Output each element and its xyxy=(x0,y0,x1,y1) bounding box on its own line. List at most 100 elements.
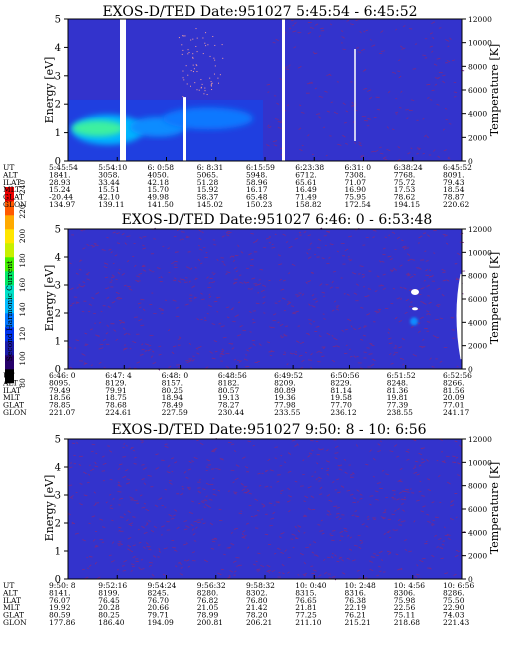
table-cell: 18.75 xyxy=(105,393,127,402)
table-cell: 8157. xyxy=(162,378,183,387)
y-tick-label: 3 xyxy=(55,71,61,82)
panel-title: EXOS-D/TED Date:951027 9:50: 8 - 10: 6:5… xyxy=(111,422,426,438)
table-cell: 221.07 xyxy=(49,408,75,417)
table-cell: 139.11 xyxy=(98,200,124,209)
table-cell: 15.24 xyxy=(49,185,71,194)
table-cell: 186.40 xyxy=(98,618,124,627)
table-cell: 241.17 xyxy=(443,408,469,417)
y2-axis-label: Temperature [K] xyxy=(488,44,501,136)
table-cell: 172.54 xyxy=(345,200,371,209)
y-tick-label: 4 xyxy=(55,253,61,264)
table-cell: 177.86 xyxy=(49,618,75,627)
table-cell: 134.97 xyxy=(49,200,75,209)
table-cell: 80.59 xyxy=(49,611,71,620)
table-cell: 19.58 xyxy=(330,393,352,402)
data-gap xyxy=(120,19,126,161)
colorbar-tick-label: 220 xyxy=(18,204,27,219)
table-cell: 80.57 xyxy=(218,386,240,395)
table-cell: 4050. xyxy=(148,170,169,179)
colorbar-block xyxy=(5,355,14,370)
panel-title: EXOS-D/TED Date:951027 6:46: 0 - 6:53:48 xyxy=(122,212,433,228)
table-cell: 78.99 xyxy=(197,611,219,620)
table-cell: 8129. xyxy=(105,378,126,387)
table-cell: 76.21 xyxy=(345,611,366,620)
noise-speckle xyxy=(67,438,466,581)
table-cell: 76.65 xyxy=(295,596,317,605)
table-cell: 76.38 xyxy=(345,596,367,605)
y2-tick-label: 0 xyxy=(468,157,473,166)
table-cell: 3058. xyxy=(98,170,119,179)
table-cell: 76.70 xyxy=(148,596,170,605)
table-cell: 65.61 xyxy=(295,178,316,187)
table-cell: 158.82 xyxy=(295,200,321,209)
row-label: UT xyxy=(3,163,14,172)
y2-tick-label: 6000 xyxy=(468,505,487,514)
row-label: ALT xyxy=(2,588,18,597)
table-cell: 8280. xyxy=(197,588,218,597)
colorbar-block xyxy=(5,243,14,258)
y-axis-label: Energy [eV] xyxy=(43,475,56,542)
table-cell: 8141. xyxy=(49,588,70,597)
table-cell: 15.70 xyxy=(148,185,170,194)
table-cell: 58.96 xyxy=(246,178,268,187)
table-cell: 78.68 xyxy=(105,401,127,410)
colorbar-tick-label: 120 xyxy=(18,327,27,342)
y2-tick-label: 8000 xyxy=(468,272,487,281)
table-cell: 8286. xyxy=(443,588,464,597)
table-cell: 9:54:24 xyxy=(148,581,177,590)
colorbar-tick-label: 180 xyxy=(18,253,27,268)
table-cell: 6:46: 0 xyxy=(49,371,76,380)
table-cell: 21.81 xyxy=(295,603,316,612)
row-label: ILAT xyxy=(3,386,21,395)
table-cell: 65.48 xyxy=(246,193,268,202)
table-cell: 15.92 xyxy=(197,185,219,194)
table-cell: 8315. xyxy=(295,588,316,597)
table-cell: 6:15:59 xyxy=(246,163,275,172)
table-cell: 19.81 xyxy=(387,393,408,402)
y2-tick-label: 2000 xyxy=(468,552,487,561)
table-cell: 75.98 xyxy=(394,596,416,605)
y-tick-label: 1 xyxy=(55,547,61,558)
table-cell: 81.36 xyxy=(387,386,409,395)
row-label: GLAT xyxy=(3,193,24,202)
table-cell: 6:47: 4 xyxy=(105,371,132,380)
table-cell: 230.44 xyxy=(218,408,244,417)
table-cell: 76.07 xyxy=(49,596,71,605)
y-tick-label: 1 xyxy=(55,128,61,139)
table-cell: 8306. xyxy=(394,588,415,597)
table-cell: 77.25 xyxy=(295,611,317,620)
table-cell: 75.11 xyxy=(394,611,415,620)
table-cell: 77.98 xyxy=(274,401,296,410)
table-cell: 19.36 xyxy=(274,393,296,402)
table-cell: 78.87 xyxy=(443,193,465,202)
y2-tick-label: 6000 xyxy=(468,295,487,304)
row-label: MLT xyxy=(3,393,20,402)
y-tick-label: 0 xyxy=(55,157,61,168)
y-tick-label: 4 xyxy=(55,43,61,54)
colorbar-block xyxy=(5,257,14,272)
table-cell: 6: 0:58 xyxy=(148,163,175,172)
table-cell: 236.12 xyxy=(330,408,356,417)
table-cell: 150.23 xyxy=(246,200,272,209)
table-cell: 75.50 xyxy=(443,596,465,605)
colorbar-block xyxy=(5,271,14,286)
row-label: ALT xyxy=(2,378,18,387)
table-cell: 9:52:16 xyxy=(98,581,127,590)
table-cell: 75.95 xyxy=(345,193,367,202)
table-cell: 20.28 xyxy=(98,603,120,612)
table-cell: 1841. xyxy=(49,170,70,179)
y2-tick-label: 0 xyxy=(468,365,473,374)
table-cell: 8245. xyxy=(148,588,169,597)
table-cell: 76.82 xyxy=(197,596,219,605)
table-cell: 78.85 xyxy=(49,401,71,410)
y2-tick-label: 2000 xyxy=(468,342,487,351)
y2-tick-label: 4000 xyxy=(468,318,487,327)
table-cell: 215.21 xyxy=(345,618,371,627)
table-cell: 76.45 xyxy=(98,596,120,605)
table-cell: 81.14 xyxy=(330,386,352,395)
y-tick-label: 2 xyxy=(55,519,61,530)
table-cell: 227.59 xyxy=(162,408,188,417)
table-cell: 78.27 xyxy=(218,401,240,410)
y2-tick-label: 10000 xyxy=(468,248,492,257)
